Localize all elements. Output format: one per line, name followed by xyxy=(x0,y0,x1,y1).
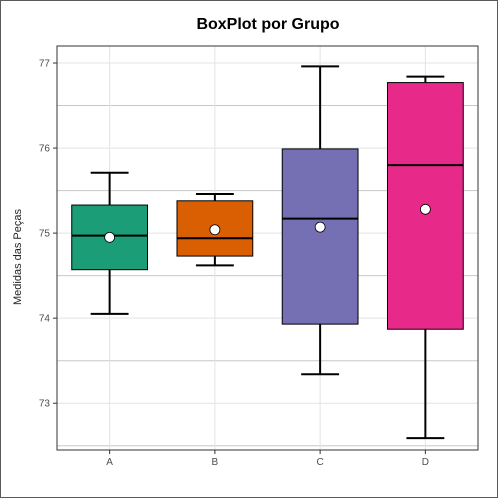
y-tick-label: 75 xyxy=(39,229,51,240)
x-tick-label: C xyxy=(317,457,324,468)
y-tick-label: 76 xyxy=(39,144,51,155)
x-tick-label: D xyxy=(422,457,429,468)
box-C xyxy=(281,148,359,325)
plot-border xyxy=(56,45,479,451)
mean-point xyxy=(314,221,326,233)
x-tick-label: A xyxy=(106,457,113,468)
mean-point xyxy=(104,231,116,243)
y-tick-label: 74 xyxy=(39,314,51,325)
chart-title: BoxPlot por Grupo xyxy=(196,16,339,33)
mean-point xyxy=(209,224,221,236)
plot-area: 73 74 75 76 77 A B C D xyxy=(39,45,479,468)
y-tick-label: 73 xyxy=(39,399,51,410)
y-tick-label: 77 xyxy=(39,59,51,70)
mean-point xyxy=(419,203,431,215)
x-tick-label: B xyxy=(212,457,219,468)
y-axis-label: Medidas das Peças xyxy=(12,209,24,305)
